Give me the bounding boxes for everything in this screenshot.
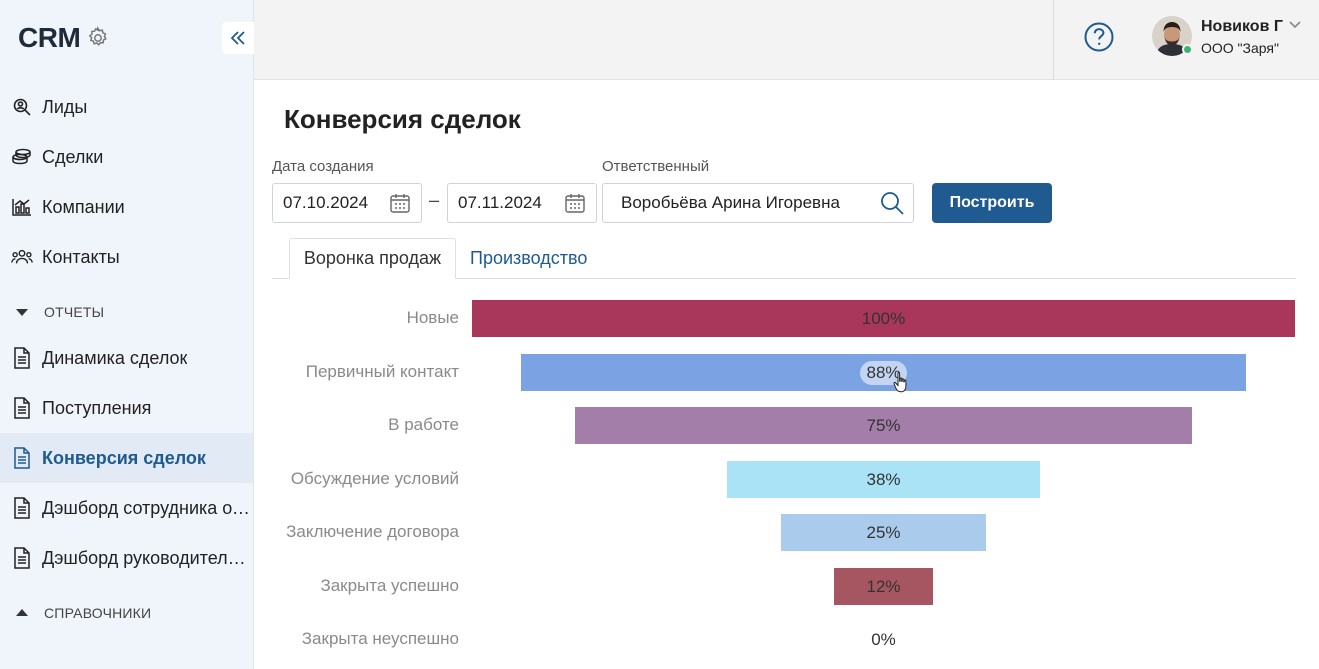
- sidebar-item-receipts[interactable]: Поступления: [0, 383, 253, 433]
- references-section-label: СПРАВОЧНИКИ: [44, 605, 152, 621]
- sidebar-item-label: Сделки: [42, 146, 104, 167]
- sidebar: CRM Лиды Сделки Компании Контакты: [0, 0, 254, 669]
- funnel-stage-label: Обсуждение условий: [290, 468, 459, 488]
- funnel-stage-label: Новые: [406, 308, 459, 327]
- funnel-bar-value: 25%: [866, 523, 901, 542]
- collapse-sidebar-button[interactable]: [222, 22, 254, 54]
- funnel-bar[interactable]: [472, 300, 1295, 337]
- triangle-up-icon: [16, 609, 28, 616]
- sidebar-item-label: Дэшборд руководителя отдела продаж: [42, 547, 252, 568]
- sidebar-item-label: Контакты: [42, 246, 120, 267]
- hover-highlight: 88%: [860, 360, 907, 385]
- document-icon: [11, 497, 33, 519]
- funnel-stage-label: Первичный контакт: [305, 361, 459, 381]
- responsible-label: Ответственный: [602, 158, 710, 175]
- chart-icon: [11, 196, 33, 218]
- top-bar: Новиков Г ООО "Заря": [254, 0, 1319, 80]
- references-section-toggle[interactable]: СПРАВОЧНИКИ: [16, 605, 151, 621]
- triangle-down-icon: [16, 309, 28, 316]
- coins-icon: [11, 146, 33, 168]
- chevron-down-icon[interactable]: [1288, 20, 1302, 30]
- document-icon: [11, 447, 33, 469]
- sidebar-item-deals[interactable]: Сделки: [0, 132, 253, 182]
- funnel-chart: Новые 100% Первичный контакт 88% В работе 75%…: [272, 290, 1296, 669]
- sidebar-item-employee-dashboard[interactable]: Дэшборд сотрудника отдела продаж: [0, 483, 253, 533]
- date-created-label: Дата создания: [272, 158, 374, 175]
- sidebar-item-label: Динамика сделок: [42, 347, 188, 368]
- funnel-bar[interactable]: [780, 514, 987, 551]
- tab-sales-funnel[interactable]: Воронка продаж: [289, 238, 456, 279]
- divider: [1053, 0, 1054, 80]
- funnel-bar[interactable]: [727, 460, 1040, 498]
- page-title: Конверсия сделок: [284, 104, 521, 134]
- funnel-bar-value: 38%: [866, 469, 901, 489]
- calendar-icon[interactable]: [389, 192, 411, 214]
- calendar-icon[interactable]: [564, 192, 586, 214]
- tab-production[interactable]: Производство: [470, 248, 588, 268]
- funnel-stage-label: Закрыта неуспешно: [301, 629, 459, 648]
- avatar[interactable]: [1152, 16, 1193, 56]
- sidebar-item-label: Дэшборд сотрудника отдела продаж: [42, 497, 252, 518]
- funnel-stage-label: Закрыта успешно: [320, 575, 459, 595]
- funnel-stage-label: В работе: [388, 415, 459, 434]
- search-icon[interactable]: [879, 190, 905, 216]
- responsible-field[interactable]: Воробьёва Арина Игоревна: [602, 183, 914, 223]
- sidebar-item-leads[interactable]: Лиды: [0, 82, 253, 132]
- brand: CRM: [18, 22, 110, 54]
- funnel-bar-value: 75%: [866, 416, 901, 435]
- funnel-bar-value: 100%: [861, 309, 906, 328]
- sidebar-item-companies[interactable]: Компании: [0, 182, 253, 232]
- reports-section-toggle[interactable]: ОТЧЕТЫ: [16, 304, 104, 320]
- document-icon: [11, 397, 33, 419]
- people-icon: [11, 246, 33, 268]
- date-range-separator: –: [429, 190, 440, 210]
- sidebar-item-deal-conversion[interactable]: Конверсия сделок: [0, 433, 253, 483]
- sidebar-item-label: Лиды: [42, 96, 88, 117]
- search-person-icon: [11, 96, 33, 118]
- funnel-bar-value: 88%: [844, 354, 924, 391]
- sidebar-item-label: Конверсия сделок: [42, 447, 206, 468]
- build-button[interactable]: Построить: [932, 183, 1052, 223]
- tabs-divider: [272, 278, 1296, 279]
- responsible-value: Воробьёва Арина Игоревна: [621, 193, 840, 212]
- sidebar-item-label: Компании: [42, 196, 125, 217]
- user-name[interactable]: Новиков Г: [1201, 18, 1283, 35]
- funnel-bar[interactable]: [574, 407, 1193, 444]
- date-to-field[interactable]: 07.11.2024: [447, 183, 597, 223]
- user-organization: ООО "Заря": [1201, 40, 1279, 56]
- help-icon[interactable]: [1083, 21, 1115, 53]
- double-chevron-left-icon: [230, 31, 245, 45]
- document-icon: [11, 547, 33, 569]
- gear-icon[interactable]: [86, 26, 110, 50]
- sidebar-item-manager-dashboard[interactable]: Дэшборд руководителя отдела продаж: [0, 533, 253, 583]
- funnel-stage-label: Заключение договора: [286, 522, 459, 541]
- brand-title: CRM: [18, 22, 81, 53]
- hand-cursor-icon: [893, 371, 907, 393]
- reports-section-label: ОТЧЕТЫ: [44, 304, 105, 320]
- sidebar-item-contacts[interactable]: Контакты: [0, 232, 253, 282]
- sidebar-item-deal-dynamics[interactable]: Динамика сделок: [0, 333, 253, 383]
- document-icon: [11, 347, 33, 369]
- funnel-bar-value: 0%: [871, 630, 896, 649]
- date-from-field[interactable]: 07.10.2024: [272, 183, 422, 223]
- date-from-value: 07.10.2024: [283, 193, 369, 212]
- sidebar-item-label: Поступления: [42, 397, 152, 418]
- date-to-value: 07.11.2024: [458, 193, 542, 212]
- funnel-bar-value: 12%: [866, 576, 901, 596]
- funnel-bar[interactable]: [834, 567, 933, 605]
- online-status-dot: [1182, 44, 1193, 55]
